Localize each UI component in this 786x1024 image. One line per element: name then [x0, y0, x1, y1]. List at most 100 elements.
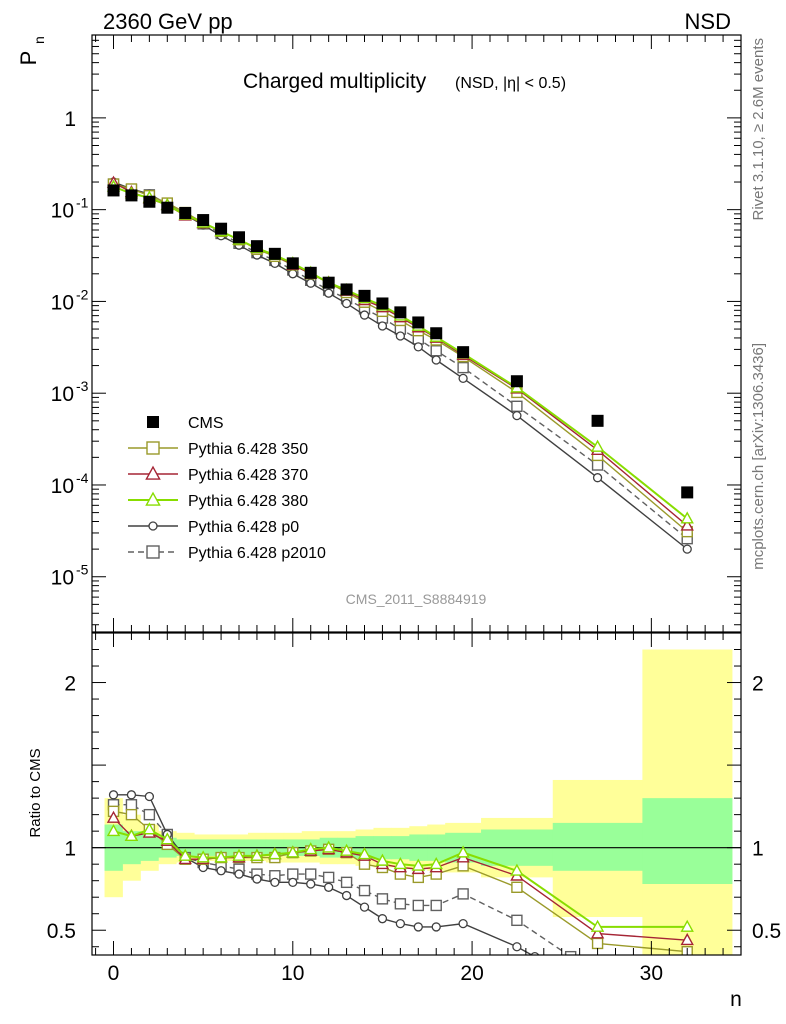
- cms-point: [179, 206, 192, 219]
- svg-text:n: n: [31, 36, 47, 44]
- cms-point: [591, 414, 604, 427]
- pythia-6-428-p2010-ratio-point: [340, 876, 353, 889]
- pythia-6-428-370-ratio-point: [106, 810, 121, 823]
- pythia-6-428-380-ratio-point: [232, 848, 246, 861]
- pythia-6-428-p2010-ratio-point: [511, 914, 523, 927]
- pythia-6-428-380-ratio-point: [590, 919, 605, 932]
- pythia-6-428-p0-point: [395, 331, 406, 341]
- cms-point: [161, 201, 174, 214]
- cms-point: [125, 189, 138, 202]
- legend-label: Pythia 6.428 370: [188, 467, 308, 484]
- pythia-6-428-380-ratio-point: [429, 856, 443, 870]
- legend-marker: [146, 545, 160, 559]
- pythia-6-428-380-ratio-point: [250, 848, 264, 861]
- cms-point: [215, 222, 228, 235]
- process-label: NSD: [685, 9, 731, 34]
- cms-point: [430, 327, 443, 340]
- pythia-6-428-380-ratio-point: [160, 832, 174, 845]
- legend-item: Pythia 6.428 350: [128, 441, 308, 458]
- pythia-6-428-p0-ratio-point: [530, 952, 540, 955]
- pythia-6-428-380-ratio-point: [393, 856, 408, 870]
- y-tick-label: 10 -4: [51, 470, 89, 498]
- x-axis-label: n: [730, 988, 742, 1011]
- pythia-6-428-p2010-ratio-point: [394, 898, 407, 910]
- bottom-frame: [91, 632, 742, 956]
- ratio-y-tick-label-right: 2: [752, 673, 764, 696]
- cms-point: [510, 375, 523, 388]
- svg-text:-1: -1: [76, 195, 89, 211]
- top-panel: 110-110-210-310-410-5 Charged multiplici…: [51, 34, 742, 633]
- cms-point: [322, 276, 335, 289]
- pythia-6-428-370-ratio-point: [590, 926, 605, 939]
- pythia-6-428-380-ratio-point: [680, 919, 694, 932]
- legend-label: Pythia 6.428 p0: [188, 519, 299, 536]
- pythia-6-428-p0-ratio-point: [306, 879, 316, 889]
- pythia-6-428-p0-point: [341, 298, 352, 309]
- svg-text:10: 10: [51, 383, 74, 406]
- svg-text:-2: -2: [76, 286, 89, 302]
- svg-text:10: 10: [51, 291, 74, 314]
- cms-point: [681, 486, 694, 499]
- pythia-6-428-p2010-ratio-point: [287, 868, 299, 880]
- pythia-6-428-p2010-ratio-point: [376, 893, 389, 905]
- pythia-6-428-p0-ratio-point: [395, 918, 406, 929]
- chart-title: Charged multiplicity: [243, 70, 427, 93]
- y-tick-label: 1: [64, 108, 76, 131]
- pythia-6-428-p2010-ratio-point: [143, 808, 156, 821]
- pythia-6-428-380-ratio-point: [124, 828, 139, 842]
- pythia-6-428-380-ratio-point: [411, 858, 425, 871]
- legend-marker: [147, 416, 159, 428]
- top-frame: [91, 34, 742, 633]
- cms-point: [358, 289, 371, 302]
- pythia-6-428-380-ratio-point: [321, 840, 336, 853]
- pythia-6-428-p0-point: [324, 288, 334, 298]
- legend-label: Pythia 6.428 350: [188, 441, 308, 458]
- pythia-6-428-380-ratio-point: [375, 853, 390, 866]
- pythia-6-428-380-ratio-point: [286, 845, 300, 858]
- analysis-watermark: CMS_2011_S8884919: [346, 591, 487, 607]
- pythia-6-428-380-ratio-point: [268, 847, 282, 860]
- pythia-6-428-p2010-point: [430, 345, 442, 357]
- pythia-6-428-380-point: [590, 439, 605, 452]
- legend-item: Pythia 6.428 p0: [128, 519, 299, 536]
- x-tick-label: 30: [640, 962, 663, 985]
- svg-text:-4: -4: [76, 470, 89, 486]
- legend-item: Pythia 6.428 370: [128, 465, 308, 484]
- legend-marker: [146, 441, 160, 455]
- x-tick-label: 10: [281, 962, 304, 985]
- legend-item: Pythia 6.428 p2010: [128, 545, 326, 562]
- cms-point: [340, 283, 353, 296]
- legend-label: CMS: [188, 415, 224, 432]
- svg-text:10: 10: [51, 200, 74, 223]
- bottom-ylabel: Ratio to CMS: [27, 748, 44, 837]
- pythia-6-428-p0-ratio-point: [144, 791, 155, 802]
- pythia-6-428-p0-ratio-point: [252, 874, 262, 884]
- cms-point: [250, 240, 263, 253]
- pythia-6-428-380-ratio-point: [196, 850, 210, 863]
- pythia-6-428-p2010-ratio-point: [125, 799, 138, 811]
- pythia-6-428-p0-ratio-point: [458, 918, 468, 929]
- pythia-6-428-380-ratio-point: [357, 847, 372, 860]
- pythia-6-428-350-ratio-point: [125, 808, 138, 821]
- mcplots-label: mcplots.cern.ch [arXiv:1306.3436]: [750, 343, 767, 570]
- pythia-6-428-p0-ratio-point: [431, 922, 441, 932]
- legend: CMS Pythia 6.428 350 Pythia 6.428 370 Pythi…: [128, 415, 326, 562]
- pythia-6-428-p2010-ratio-point: [358, 884, 371, 897]
- top-ylabel: P n: [16, 36, 47, 65]
- pythia-6-428-p2010-ratio-point: [305, 868, 317, 880]
- svg-text:-5: -5: [76, 562, 89, 578]
- cms-point: [304, 266, 317, 279]
- pythia-6-428-380-ratio-point: [142, 822, 157, 835]
- pythia-6-428-p2010-ratio-point: [412, 899, 424, 912]
- pythia-6-428-p0-ratio-point: [108, 790, 119, 800]
- pythia-6-428-p0-ratio-point: [359, 902, 370, 912]
- pythia-6-428-p2010-line: [113, 183, 688, 540]
- pythia-6-428-p0-point: [413, 342, 423, 352]
- pythia-6-428-p2010-ratio-point: [457, 888, 469, 900]
- cms-point: [457, 346, 470, 359]
- legend-item: CMS: [147, 415, 224, 432]
- ratio-y-tick-label: 0.5: [47, 920, 76, 943]
- legend-item: Pythia 6.428 380: [128, 491, 308, 510]
- pythia-6-428-p2010-point: [457, 361, 469, 374]
